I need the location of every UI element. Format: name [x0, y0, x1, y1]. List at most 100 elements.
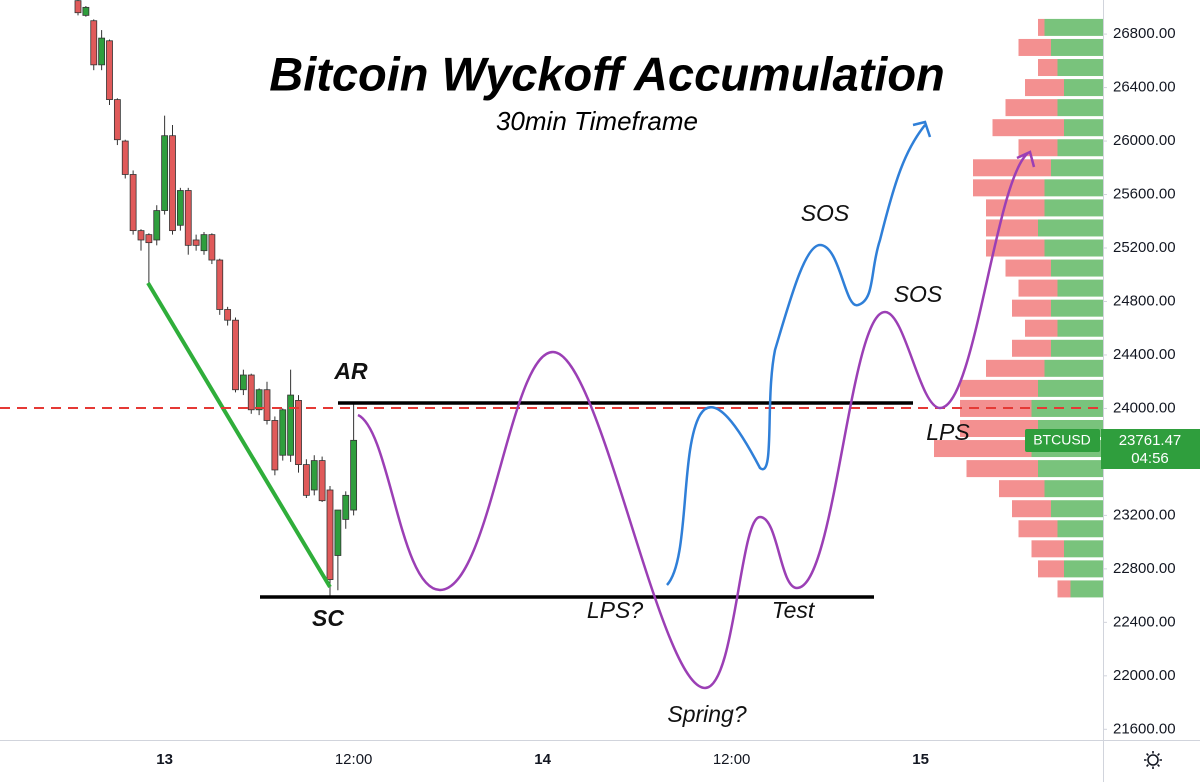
volume-profile	[934, 18, 1103, 598]
profile-down	[934, 440, 1032, 458]
profile-down	[960, 379, 1038, 397]
candle-body	[90, 20, 98, 66]
profile-down	[1025, 319, 1058, 337]
candle-body	[169, 135, 176, 232]
candle-body	[302, 464, 310, 496]
profile-down	[1038, 560, 1064, 578]
profile-up	[1031, 399, 1103, 417]
profile-down	[1012, 299, 1051, 317]
x-tick-label: 13	[156, 751, 173, 768]
candle-body	[263, 389, 271, 421]
projection-path	[357, 150, 1036, 690]
x-tick-label: 14	[534, 751, 551, 768]
y-tick-label: 26000.00	[1113, 132, 1176, 149]
candle-body	[137, 230, 145, 241]
price-badge	[1101, 429, 1200, 469]
x-tick-label: 12:00	[713, 751, 751, 768]
profile-down	[986, 239, 1045, 257]
candle-body	[161, 135, 169, 211]
subtitle: 30min Timeframe	[496, 106, 698, 136]
profile-up	[1051, 339, 1103, 357]
settings-icon[interactable]	[1144, 751, 1162, 769]
profile-down	[1025, 79, 1064, 97]
profile-down	[1018, 279, 1058, 297]
profile-up	[1057, 139, 1103, 157]
profile-up	[1044, 199, 1103, 217]
y-tick-label: 26400.00	[1113, 79, 1176, 96]
profile-down	[986, 219, 1038, 237]
countdown: 04:56	[1131, 450, 1169, 467]
candle-body	[287, 394, 295, 456]
trend-line	[146, 281, 332, 589]
profile-up	[1051, 259, 1103, 277]
profile-down	[1057, 580, 1071, 598]
profile-down	[1018, 520, 1058, 538]
profile-up	[1044, 480, 1103, 498]
x-tick-label: 15	[912, 751, 929, 768]
profile-up	[1064, 79, 1103, 97]
candle-body	[334, 509, 342, 556]
candle-body	[232, 319, 239, 391]
profile-down	[986, 199, 1045, 217]
profile-up	[1038, 379, 1103, 397]
y-tick-label: 24400.00	[1113, 346, 1176, 363]
y-tick-label: 25600.00	[1113, 185, 1176, 202]
profile-down	[1031, 540, 1064, 558]
profile-up	[1044, 239, 1103, 257]
candle-body	[216, 259, 224, 310]
profile-down	[992, 119, 1064, 137]
symbol-badge	[1025, 429, 1100, 452]
profile-down	[973, 179, 1045, 197]
annotation: Spring?	[667, 701, 746, 727]
candle-body	[82, 6, 90, 16]
annotation: Test	[772, 597, 816, 623]
profile-up	[1057, 319, 1103, 337]
candle-body	[271, 420, 279, 471]
candle-body	[176, 190, 184, 226]
annotation: AR	[333, 358, 368, 384]
y-tick-label: 25200.00	[1113, 239, 1176, 256]
annotation: SOS	[894, 281, 943, 307]
candle-body	[224, 309, 232, 321]
candle-body	[318, 460, 326, 502]
candle-body	[74, 0, 82, 14]
candle-body	[350, 439, 358, 511]
profile-down	[999, 480, 1045, 498]
profile-up	[1044, 359, 1103, 377]
candle-body	[129, 174, 137, 232]
candle-body	[98, 37, 106, 66]
y-tick-label: 22000.00	[1113, 667, 1176, 684]
profile-up	[1051, 299, 1103, 317]
candle-body	[113, 99, 121, 141]
profile-down	[966, 460, 1038, 478]
candle-body	[192, 239, 200, 246]
y-tick-label: 22800.00	[1113, 560, 1176, 577]
profile-up	[1044, 179, 1103, 197]
profile-down	[1038, 18, 1045, 36]
price-axis	[1103, 0, 1200, 782]
title: Bitcoin Wyckoff Accumulation	[269, 47, 945, 100]
profile-down	[960, 419, 1038, 437]
y-tick-label: 24800.00	[1113, 292, 1176, 309]
y-tick-label: 23200.00	[1113, 506, 1176, 523]
profile-down	[1018, 38, 1051, 56]
profile-up	[1070, 580, 1103, 598]
profile-down	[1005, 99, 1058, 117]
profile-up	[1051, 500, 1103, 518]
symbol: BTCUSD	[1033, 432, 1091, 448]
x-tick-label: 12:00	[335, 751, 373, 768]
candle-body	[310, 460, 318, 491]
annotation: LPS?	[587, 597, 643, 623]
profile-up	[1057, 520, 1103, 538]
candle-body	[208, 234, 216, 261]
profile-down	[1005, 259, 1051, 277]
candles	[74, 0, 358, 597]
profile-up	[1051, 38, 1103, 56]
y-tick-label: 24000.00	[1113, 399, 1176, 416]
profile-up	[1057, 59, 1103, 77]
alt-path	[666, 120, 932, 586]
candle-body	[255, 389, 263, 411]
annotation: LPS	[926, 419, 970, 445]
profile-down	[973, 159, 1051, 177]
